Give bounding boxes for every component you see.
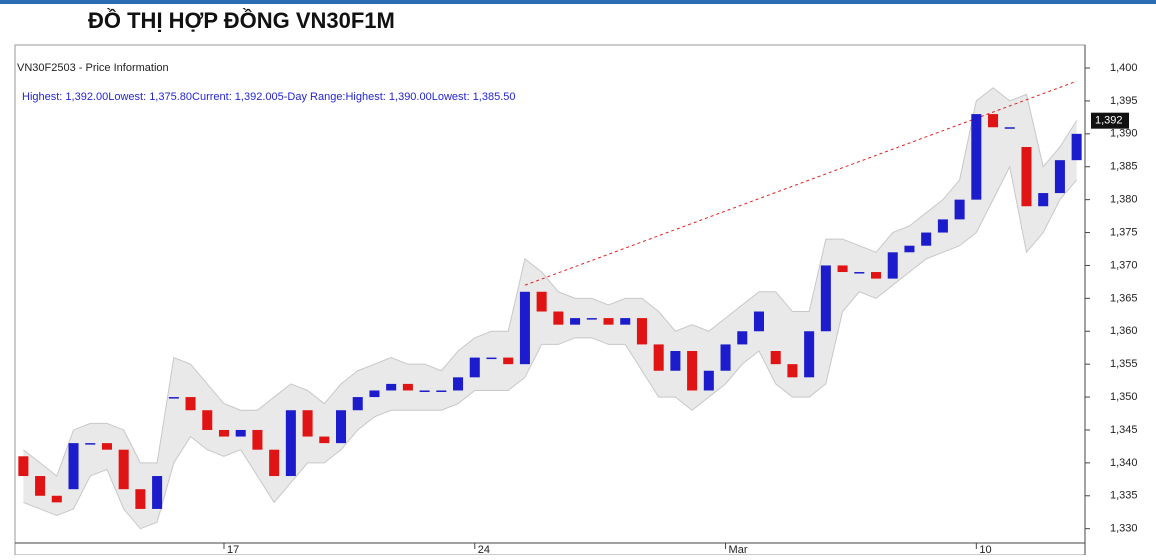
candle bbox=[553, 311, 564, 325]
y-tick-label: 1,370 bbox=[1110, 259, 1138, 271]
y-tick-label: 1,395 bbox=[1110, 95, 1138, 107]
trendline bbox=[524, 80, 1077, 286]
candle bbox=[687, 351, 698, 391]
candle bbox=[486, 357, 497, 360]
candle bbox=[135, 489, 146, 509]
candle bbox=[168, 397, 179, 399]
candle bbox=[101, 443, 112, 450]
candle bbox=[336, 410, 347, 444]
current-price-box bbox=[1091, 112, 1129, 129]
candle bbox=[804, 331, 815, 378]
candle bbox=[753, 311, 764, 332]
candle bbox=[519, 291, 530, 365]
y-tick-label: 1,390 bbox=[1110, 128, 1138, 140]
candle bbox=[1054, 160, 1065, 194]
candle bbox=[453, 377, 464, 391]
candle bbox=[720, 344, 731, 371]
chart-title: VN30F2503 - Price Information bbox=[17, 62, 169, 74]
y-tick-label: 1,335 bbox=[1110, 490, 1138, 502]
candle bbox=[670, 351, 681, 371]
candle bbox=[51, 495, 62, 503]
candle bbox=[1021, 147, 1032, 207]
candle bbox=[35, 476, 46, 496]
candle bbox=[419, 390, 430, 392]
price-info: Highest: 1,392.00Lowest: 1,375.80Current… bbox=[22, 91, 516, 103]
candle bbox=[118, 449, 129, 490]
candle bbox=[586, 318, 597, 320]
y-tick-label: 1,345 bbox=[1110, 424, 1138, 436]
candle bbox=[971, 114, 982, 200]
x-tick-label: 17 bbox=[227, 544, 239, 555]
y-tick-label: 1,365 bbox=[1110, 292, 1138, 304]
candle bbox=[218, 429, 229, 437]
candle bbox=[85, 443, 96, 445]
candle bbox=[369, 390, 380, 398]
candle bbox=[636, 318, 647, 345]
candle bbox=[152, 476, 163, 509]
x-tick-label: 10 bbox=[979, 544, 991, 555]
candle bbox=[185, 397, 196, 411]
x-tick-label: 24 bbox=[478, 544, 490, 555]
candle bbox=[921, 232, 932, 246]
band-upper bbox=[23, 87, 1078, 477]
candle bbox=[68, 443, 79, 490]
candle bbox=[570, 318, 581, 325]
y-tick-label: 1,385 bbox=[1110, 161, 1138, 173]
candle bbox=[871, 272, 882, 279]
candle bbox=[352, 397, 363, 411]
top-strip bbox=[0, 0, 1156, 4]
y-tick-label: 1,360 bbox=[1110, 325, 1138, 337]
candle bbox=[536, 291, 547, 312]
x-tick-label: Mar bbox=[729, 544, 748, 555]
candle bbox=[1004, 127, 1015, 129]
candle bbox=[235, 429, 246, 437]
candle bbox=[436, 390, 447, 392]
candle bbox=[837, 265, 848, 273]
candle bbox=[820, 265, 831, 332]
candle bbox=[770, 351, 781, 365]
candle bbox=[252, 429, 263, 450]
y-tick-label: 1,355 bbox=[1110, 358, 1138, 370]
candle bbox=[285, 410, 296, 477]
candle bbox=[620, 318, 631, 325]
candle bbox=[469, 357, 480, 378]
candle bbox=[402, 383, 413, 391]
candle bbox=[854, 272, 865, 274]
plot bbox=[18, 80, 1082, 530]
candle bbox=[988, 114, 999, 128]
candle bbox=[503, 357, 514, 365]
candle bbox=[269, 449, 280, 477]
candle bbox=[18, 456, 29, 477]
band-lower bbox=[23, 165, 1078, 530]
candle bbox=[787, 364, 798, 378]
candle bbox=[302, 410, 313, 437]
candle bbox=[603, 318, 614, 325]
y-tick-label: 1,340 bbox=[1110, 457, 1138, 469]
y-tick-label: 1,375 bbox=[1110, 226, 1138, 238]
candle bbox=[386, 383, 397, 391]
candle bbox=[202, 410, 213, 430]
candle bbox=[1038, 193, 1049, 207]
candle bbox=[1071, 133, 1082, 161]
candle bbox=[904, 245, 915, 253]
candle bbox=[653, 344, 664, 371]
y-tick-label: 1,330 bbox=[1110, 523, 1138, 535]
candle bbox=[954, 199, 965, 220]
candle bbox=[737, 331, 748, 345]
y-tick-label: 1,350 bbox=[1110, 391, 1138, 403]
candle bbox=[319, 436, 330, 444]
current-price-label: 1,392 bbox=[1095, 115, 1123, 127]
candle bbox=[703, 370, 714, 391]
y-tick-label: 1,380 bbox=[1110, 194, 1138, 206]
candle bbox=[887, 252, 898, 279]
candle bbox=[937, 219, 948, 233]
y-tick-label: 1,400 bbox=[1110, 62, 1138, 74]
page-title: ĐỒ THỊ HỢP ĐỒNG VN30F1M bbox=[88, 8, 395, 33]
